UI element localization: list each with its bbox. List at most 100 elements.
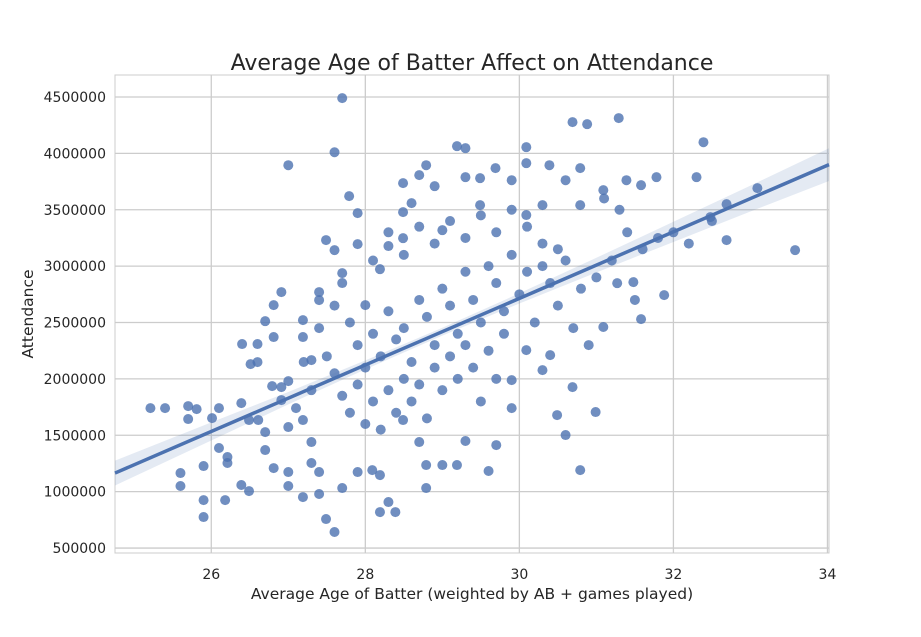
data-point (437, 385, 448, 396)
data-point (790, 245, 801, 256)
confidence-band (115, 148, 829, 486)
data-point (537, 200, 548, 211)
data-point (475, 317, 486, 328)
data-point (721, 235, 732, 246)
data-point (360, 418, 371, 429)
data-point (598, 185, 609, 196)
data-point (575, 200, 586, 211)
data-point (391, 407, 402, 418)
data-point (414, 294, 425, 305)
data-point (468, 294, 479, 305)
data-point (421, 483, 432, 494)
data-point (522, 221, 533, 232)
data-point (406, 198, 417, 209)
data-point (414, 221, 425, 232)
data-point (491, 278, 502, 289)
data-point (375, 424, 386, 435)
data-point (344, 317, 355, 328)
data-point (213, 443, 224, 454)
data-point (522, 266, 533, 277)
y-tick-labels: 500000 1000000 1500000 2000000 2500000 300000… (44, 90, 106, 557)
data-point (260, 316, 271, 327)
data-point (452, 328, 463, 339)
data-point (298, 356, 309, 367)
data-point (414, 437, 425, 448)
data-point (475, 173, 486, 184)
data-point (560, 430, 571, 441)
data-point (552, 244, 563, 255)
data-point (451, 141, 462, 152)
y-tick-label: 3500000 (44, 203, 106, 219)
data-point (537, 365, 548, 376)
data-point (283, 160, 294, 171)
data-point (283, 422, 294, 433)
plot-frame (114, 74, 830, 554)
data-point (383, 497, 394, 508)
data-point (468, 362, 479, 373)
data-point (329, 527, 340, 538)
y-tick-label: 3000000 (44, 259, 106, 275)
data-point (475, 200, 486, 211)
data-point (374, 507, 385, 518)
data-point (537, 261, 548, 272)
data-point (291, 403, 302, 414)
data-point (591, 272, 602, 283)
data-point (583, 340, 594, 351)
data-point (575, 283, 586, 294)
data-point (613, 113, 624, 124)
data-point (398, 233, 409, 244)
data-point (560, 255, 571, 266)
x-tick-label: 26 (202, 567, 220, 583)
data-point (445, 216, 456, 227)
data-point (374, 264, 385, 275)
data-point (398, 178, 409, 189)
data-point (460, 340, 471, 351)
data-point (475, 396, 486, 407)
data-point (314, 323, 325, 334)
data-point (383, 306, 394, 317)
data-point (460, 143, 471, 154)
y-tick-label: 2500000 (44, 316, 106, 332)
data-point (537, 238, 548, 249)
data-point (567, 117, 578, 128)
data-point (529, 317, 540, 328)
data-point (237, 339, 248, 350)
data-point (391, 334, 402, 345)
data-point (183, 401, 194, 412)
data-point (321, 514, 332, 525)
data-point (314, 287, 325, 298)
data-point (329, 147, 340, 158)
data-point (252, 339, 263, 350)
data-point (145, 403, 156, 414)
data-point (599, 193, 610, 204)
data-point (429, 340, 440, 351)
data-point (268, 300, 279, 311)
data-point (421, 311, 432, 322)
data-point (460, 232, 471, 243)
data-point (398, 249, 409, 260)
data-point (575, 465, 586, 476)
y-tick-label: 4000000 (44, 146, 106, 162)
data-point (521, 142, 532, 153)
data-point (629, 294, 640, 305)
data-point (283, 376, 294, 387)
data-point (306, 437, 317, 448)
data-point (612, 278, 623, 289)
chart-title: Average Age of Batter Affect on Attendan… (231, 51, 714, 76)
data-point (483, 345, 494, 356)
data-point (521, 158, 532, 169)
data-point (475, 210, 486, 221)
data-point (306, 458, 317, 469)
data-point (183, 414, 194, 425)
data-point (451, 460, 462, 471)
data-point (498, 306, 509, 317)
data-point (260, 427, 271, 438)
data-point (521, 210, 532, 221)
data-point (253, 415, 264, 426)
data-point (460, 172, 471, 183)
data-point (344, 191, 355, 202)
data-point (636, 314, 647, 325)
data-point (491, 373, 502, 384)
y-tick-label: 1500000 (44, 428, 106, 444)
